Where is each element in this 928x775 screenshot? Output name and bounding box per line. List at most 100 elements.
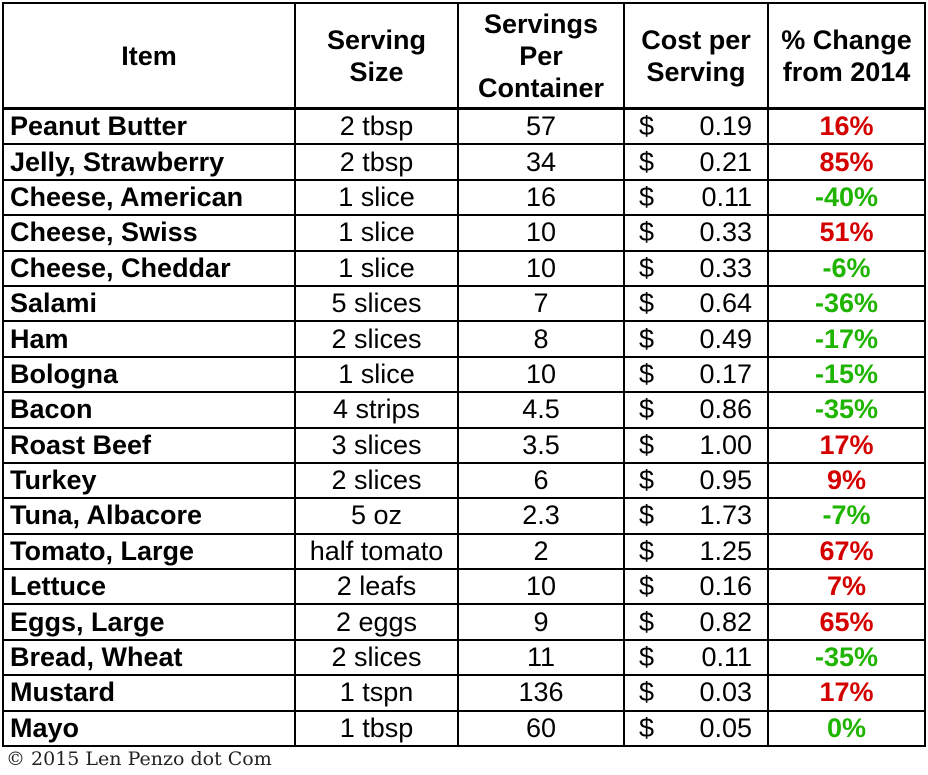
servings-per-container-cell: 2 [457,532,625,571]
currency-symbol: $ [639,111,655,142]
pct-change-cell: -7% [767,497,926,535]
copyright-notice: © 2015 Len Penzo dot Com [6,748,272,770]
cost-cell: $0.05 [623,709,769,748]
item-cell: Peanut Butter [2,107,296,146]
cost-cell: $0.11 [623,178,769,217]
cost-value: 0.82 [699,606,752,637]
pct-change-cell: 51% [767,214,926,252]
cost-cell: $0.86 [623,391,769,429]
currency-symbol: $ [639,288,655,319]
cost-cell: $1.73 [623,497,769,535]
cost-value: 0.05 [699,712,752,743]
servings-per-container-cell: 6 [457,461,625,500]
cost-value: 0.33 [699,252,752,283]
cost-value: 0.16 [699,571,752,602]
pct-change-cell: -36% [767,284,926,323]
cost-cell: $0.03 [623,674,769,712]
currency-symbol: $ [639,677,655,708]
header-serving-size: Serving Size [294,2,459,110]
currency-symbol: $ [639,358,655,389]
table-row: Tuna, Albacore 5 oz 2.3 $1.73 -7% [2,497,926,535]
serving-size-cell: 1 slice [294,178,459,217]
table-row: Tomato, Large half tomato 2 $1.25 67% [2,532,926,571]
cost-value: 0.64 [699,288,752,319]
sandwich-cost-table: Item Serving Size Servings Per Container Co… [2,2,926,748]
pct-change-cell: -40% [767,178,926,217]
item-cell: Bologna [2,355,296,394]
serving-size-cell: 3 slices [294,426,459,464]
serving-size-cell: half tomato [294,532,459,571]
serving-size-cell: 2 leafs [294,568,459,606]
item-cell: Cheese, Swiss [2,214,296,252]
serving-size-cell: 2 slices [294,320,459,358]
currency-symbol: $ [639,252,655,283]
servings-per-container-cell: 7 [457,284,625,323]
cost-value: 0.33 [699,217,752,248]
item-cell: Roast Beef [2,426,296,464]
currency-symbol: $ [639,712,655,743]
item-cell: Cheese, Cheddar [2,249,296,287]
pct-change-cell: 7% [767,568,926,606]
table-row: Cheese, Cheddar 1 slice 10 $0.33 -6% [2,249,926,287]
pct-change-cell: 16% [767,107,926,146]
cost-cell: $0.11 [623,638,769,677]
currency-symbol: $ [639,217,655,248]
cost-value: 0.03 [699,677,752,708]
servings-per-container-cell: 57 [457,107,625,146]
table-row: Mustard 1 tspn 136 $0.03 17% [2,674,926,712]
currency-symbol: $ [639,394,655,425]
table-row: Lettuce 2 leafs 10 $0.16 7% [2,568,926,606]
pct-change-cell: -15% [767,355,926,394]
servings-per-container-cell: 16 [457,178,625,217]
item-cell: Jelly, Strawberry [2,143,296,181]
pct-change-cell: 17% [767,674,926,712]
item-cell: Cheese, American [2,178,296,217]
table-row: Cheese, American 1 slice 16 $0.11 -40% [2,178,926,217]
cost-value: 1.00 [699,429,752,460]
currency-symbol: $ [639,606,655,637]
servings-per-container-cell: 10 [457,568,625,606]
serving-size-cell: 2 tbsp [294,143,459,181]
currency-symbol: $ [639,500,655,531]
cost-cell: $0.21 [623,143,769,181]
table-row: Roast Beef 3 slices 3.5 $1.00 17% [2,426,926,464]
header-pct-change: % Change from 2014 [767,2,926,110]
cost-cell: $0.33 [623,214,769,252]
table-row: Bread, Wheat 2 slices 11 $0.11 -35% [2,638,926,677]
servings-per-container-cell: 8 [457,320,625,358]
item-cell: Lettuce [2,568,296,606]
servings-per-container-cell: 136 [457,674,625,712]
currency-symbol: $ [639,323,655,354]
cost-cell: $0.17 [623,355,769,394]
cost-value: 0.95 [699,465,752,496]
item-cell: Salami [2,284,296,323]
serving-size-cell: 2 slices [294,461,459,500]
cost-cell: $0.64 [623,284,769,323]
item-cell: Mustard [2,674,296,712]
cost-value: 0.86 [699,394,752,425]
serving-size-cell: 1 slice [294,249,459,287]
currency-symbol: $ [639,181,655,212]
pct-change-cell: 67% [767,532,926,571]
item-cell: Ham [2,320,296,358]
servings-per-container-cell: 3.5 [457,426,625,464]
currency-symbol: $ [639,465,655,496]
table-row: Mayo 1 tbsp 60 $0.05 0% [2,709,926,748]
cost-value: 0.21 [699,146,752,177]
servings-per-container-cell: 2.3 [457,497,625,535]
table-row: Jelly, Strawberry 2 tbsp 34 $0.21 85% [2,143,926,181]
cost-value: 0.49 [699,323,752,354]
serving-size-cell: 2 tbsp [294,107,459,146]
table-row: Bacon 4 strips 4.5 $0.86 -35% [2,391,926,429]
pct-change-cell: -35% [767,638,926,677]
serving-size-cell: 5 slices [294,284,459,323]
serving-size-cell: 1 slice [294,214,459,252]
pct-change-cell: 0% [767,709,926,748]
header-item: Item [2,2,296,110]
cost-cell: $1.25 [623,532,769,571]
serving-size-cell: 1 tspn [294,674,459,712]
header-servings-per-container: Servings Per Container [457,2,625,110]
serving-size-cell: 2 eggs [294,603,459,641]
table-row: Cheese, Swiss 1 slice 10 $0.33 51% [2,214,926,252]
pct-change-cell: 17% [767,426,926,464]
